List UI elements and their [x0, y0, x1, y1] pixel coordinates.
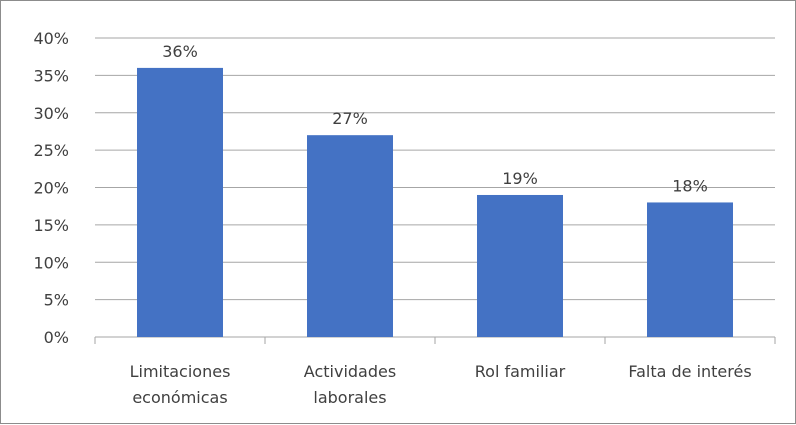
category-label-line: Limitaciones	[130, 362, 231, 381]
data-label: 19%	[502, 169, 538, 188]
category-label-line: Actividades	[304, 362, 396, 381]
bar	[307, 135, 393, 337]
category-label-line: Falta de interés	[628, 362, 751, 381]
category-label-line: laborales	[313, 388, 386, 407]
y-tick-label: 30%	[33, 104, 69, 123]
category-label: Limitaciones económicas	[130, 362, 231, 407]
y-tick-label: 5%	[44, 291, 69, 310]
category-label: Actividades laborales	[304, 362, 396, 407]
y-tick-label: 25%	[33, 141, 69, 160]
category-label: Falta de interés	[628, 362, 751, 381]
category-label-line: Rol familiar	[475, 362, 566, 381]
y-tick-label: 0%	[44, 328, 69, 347]
y-tick-label: 20%	[33, 179, 69, 198]
category-label: Rol familiar	[475, 362, 566, 381]
y-tick-label: 40%	[33, 29, 69, 48]
y-tick-label: 35%	[33, 66, 69, 85]
data-label: 36%	[162, 42, 198, 61]
y-tick-label: 10%	[33, 253, 69, 272]
data-label: 18%	[672, 176, 708, 195]
bar	[647, 202, 733, 337]
category-label-line: económicas	[132, 388, 227, 407]
y-tick-label: 15%	[33, 216, 69, 235]
bar	[137, 67, 223, 338]
data-label: 27%	[332, 109, 368, 128]
bar	[477, 194, 563, 337]
